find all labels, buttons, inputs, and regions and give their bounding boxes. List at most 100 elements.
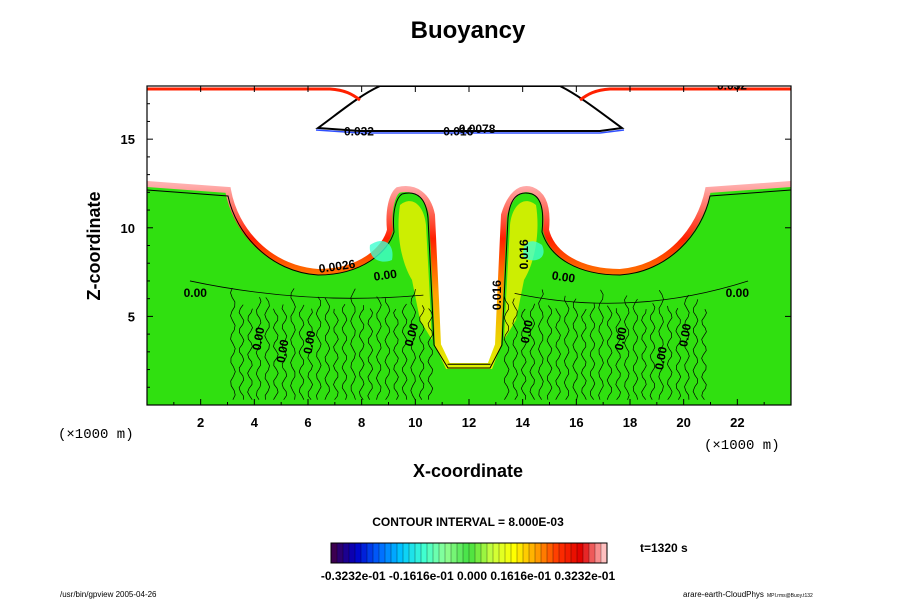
cyan-patch-left <box>369 240 393 262</box>
colorbar-segment <box>403 543 410 563</box>
x-unit-label: (×1000 m) <box>704 438 780 454</box>
colorbar-segment <box>331 543 338 563</box>
y-tick-label: 15 <box>121 132 135 147</box>
contour-line <box>529 303 536 400</box>
plume-left <box>398 201 432 340</box>
colorbar-segment <box>523 543 530 563</box>
contour-line <box>281 304 288 400</box>
colorbar-segment <box>409 543 416 563</box>
x-tick-label: 22 <box>730 415 744 430</box>
footer-right: arare-earth-CloudPhys <box>683 590 764 599</box>
contour-line <box>589 303 596 400</box>
contour-line <box>624 295 630 400</box>
colorbar <box>330 543 608 563</box>
contour-line <box>512 298 518 400</box>
colorbar-segment <box>457 543 464 563</box>
contour-line <box>358 305 365 400</box>
contour-line <box>546 305 553 400</box>
contour-label: 0.016 <box>490 280 504 310</box>
colorbar-segment <box>577 543 584 563</box>
contour-line <box>606 305 613 400</box>
x-tick-label: 14 <box>515 415 530 430</box>
x-tick-label: 4 <box>251 415 259 430</box>
colorbar-segment <box>493 543 500 563</box>
contour-line <box>692 299 699 400</box>
contour-label: 0.00 <box>373 267 398 284</box>
colorbar-segment <box>415 543 422 563</box>
contour-line <box>555 308 561 400</box>
contour-line <box>401 303 408 400</box>
colorbar-segment <box>535 543 542 563</box>
contour-line <box>581 308 587 400</box>
contour-line <box>238 304 245 400</box>
colorbar-segment <box>595 543 602 563</box>
field-rim <box>147 181 791 369</box>
contour-label: 0.00 <box>274 338 292 364</box>
x-tick-label: 2 <box>197 415 204 430</box>
y-axis-label: Z-coordinate <box>84 191 104 300</box>
contour-label: 0.00 <box>301 329 319 355</box>
x-tick-label: 12 <box>462 415 476 430</box>
contour-label: 0.00 <box>551 268 576 285</box>
contour-line <box>666 305 673 400</box>
plume-right <box>504 201 538 340</box>
colorbar-segment <box>439 543 446 563</box>
colorbar-segment <box>343 543 350 563</box>
contour-line <box>410 289 416 400</box>
contour-label: 0.0026 <box>318 257 357 276</box>
contour-line <box>350 288 356 400</box>
contour-line <box>255 296 262 400</box>
cyan-patch-right <box>523 241 544 261</box>
contour-line <box>333 308 339 400</box>
colorbar-segment <box>379 543 386 563</box>
colorbar-segment <box>385 543 392 563</box>
colorbar-segment <box>469 543 476 563</box>
contour-label: 0.00 <box>612 326 630 352</box>
footer-right-small: MPI.rms@Buoy.t132 <box>767 593 813 599</box>
colorbar-segment <box>553 543 560 563</box>
contour-line <box>367 308 374 400</box>
colorbar-segment <box>463 543 470 563</box>
colorbar-frame <box>330 542 608 564</box>
contour-label: 0.00 <box>652 345 670 371</box>
contour-line <box>563 295 570 400</box>
colorbar-segment <box>361 543 368 563</box>
colorbar-segment <box>565 543 572 563</box>
colorbar-segment <box>481 543 488 563</box>
contour-line <box>264 297 270 400</box>
colorbar-segment <box>505 543 512 563</box>
contour-line <box>684 294 690 400</box>
colorbar-segment <box>511 543 518 563</box>
colorbar-segment <box>427 543 434 563</box>
contour-line <box>315 296 322 400</box>
contour-line <box>376 296 382 400</box>
contour-label: 0.016 <box>517 239 531 269</box>
contour-line <box>273 308 279 400</box>
x-tick-label: 16 <box>569 415 583 430</box>
colorbar-segment <box>601 543 608 563</box>
x-tick-label: 6 <box>304 415 311 430</box>
contour-line <box>538 289 544 400</box>
contour-line <box>701 309 707 400</box>
y-tick-label: 10 <box>121 221 135 236</box>
x-tick-label: 18 <box>623 415 637 430</box>
contour-line <box>427 308 434 400</box>
contour-line <box>572 298 579 400</box>
colorbar-segment <box>445 543 452 563</box>
x-tick-label: 8 <box>358 415 365 430</box>
contour-line <box>189 280 424 299</box>
colorbar-segment <box>517 543 524 563</box>
contour-label: 0.00 <box>402 321 422 347</box>
y-tick-label: 5 <box>128 309 135 324</box>
colorbar-segment <box>541 543 548 563</box>
colorbar-segment <box>349 543 356 563</box>
time-label: t=1320 s <box>640 541 688 555</box>
contour-label: 0.016 <box>443 125 473 139</box>
colorbar-segment <box>367 543 374 563</box>
z-unit-label: (×1000 m) <box>58 427 134 443</box>
contour-line <box>615 308 621 400</box>
axes: 2 4 6 8 10 12 14 16 18 20 22 5 10 15 <box>121 86 791 430</box>
chart-title: Buoyancy <box>411 17 526 44</box>
